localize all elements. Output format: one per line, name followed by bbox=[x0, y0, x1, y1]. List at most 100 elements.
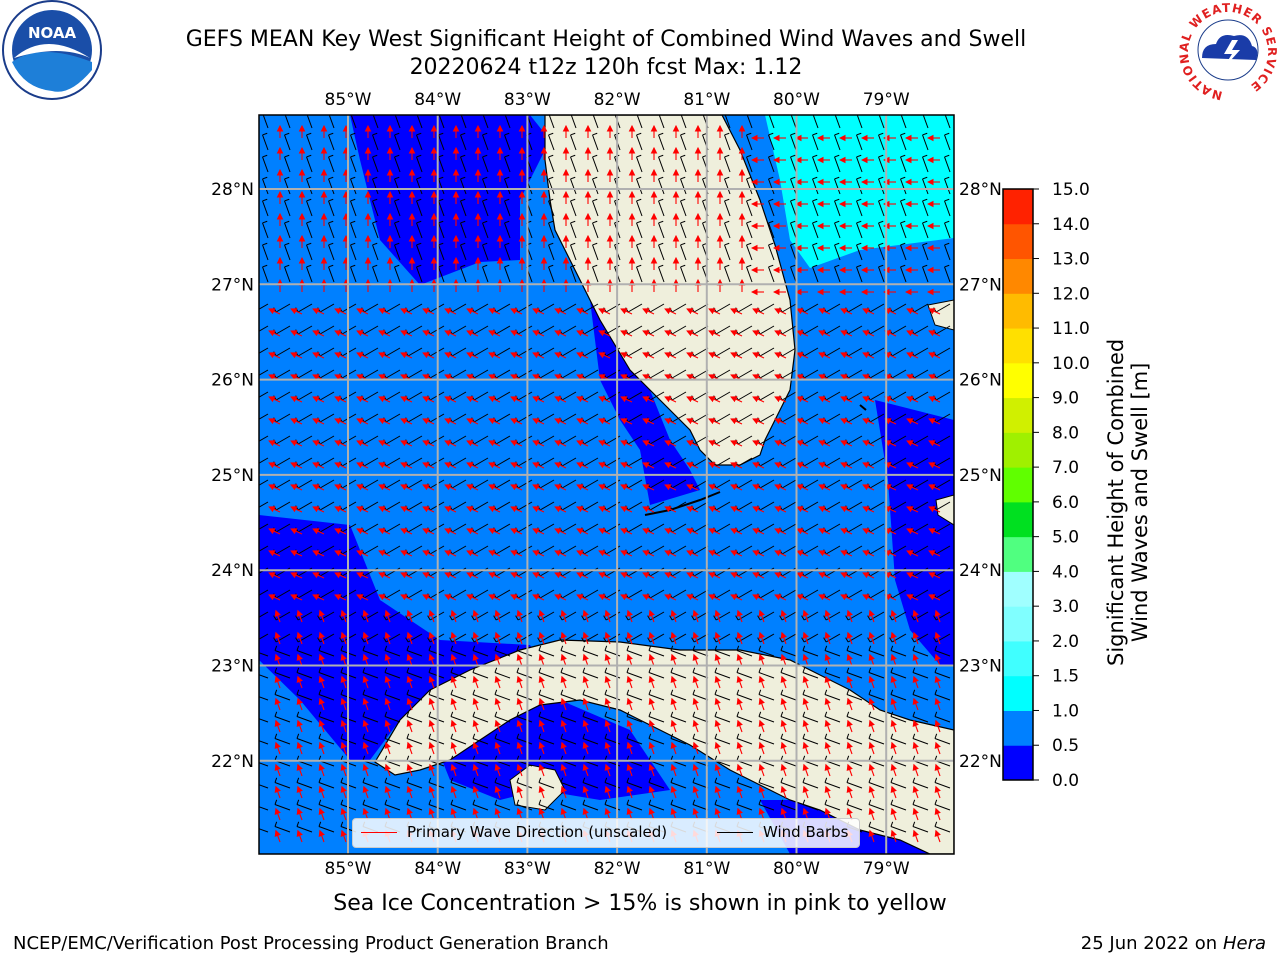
wind-barb bbox=[362, 804, 379, 811]
wind-barb bbox=[693, 303, 709, 313]
wave-arrow bbox=[664, 396, 677, 403]
wind-barb bbox=[913, 523, 929, 533]
wind-barb bbox=[693, 391, 709, 401]
wind-barb bbox=[846, 694, 863, 701]
wave-arrow bbox=[686, 330, 699, 337]
wind-barb bbox=[715, 435, 731, 445]
wave-arrow bbox=[840, 396, 853, 403]
wind-barb bbox=[627, 457, 643, 467]
wind-barb bbox=[407, 479, 423, 489]
wind-barb bbox=[692, 716, 709, 723]
wind-barb bbox=[922, 222, 929, 239]
wave-arrow bbox=[598, 418, 611, 425]
colorbar-tick-label: 7.0 bbox=[1052, 458, 1079, 478]
wind-barb bbox=[385, 589, 401, 599]
wave-arrow bbox=[906, 440, 919, 447]
wind-barb bbox=[913, 391, 929, 401]
wind-barb bbox=[296, 694, 313, 701]
wave-arrow bbox=[554, 418, 567, 425]
wind-barb bbox=[781, 523, 797, 533]
wave-arrow bbox=[796, 528, 809, 535]
wind-barb bbox=[407, 325, 423, 335]
wind-barb bbox=[538, 650, 555, 657]
wind-barb bbox=[724, 178, 731, 195]
wind-barb bbox=[592, 200, 599, 217]
lat-label-left: 22°N bbox=[211, 752, 254, 772]
wind-barb bbox=[671, 523, 687, 533]
wind-barb bbox=[891, 501, 907, 511]
wave-arrow bbox=[378, 528, 391, 535]
wind-barb bbox=[561, 325, 577, 335]
wave-arrow bbox=[466, 352, 479, 359]
wave-arrow bbox=[774, 330, 787, 337]
wind-barb bbox=[494, 672, 511, 679]
wind-barb bbox=[494, 782, 511, 789]
wind-barb bbox=[759, 589, 775, 599]
wind-barb bbox=[473, 391, 489, 401]
wind-barb bbox=[363, 479, 379, 489]
wind-barb bbox=[780, 672, 797, 679]
wind-barb bbox=[363, 369, 379, 379]
wave-arrow bbox=[268, 528, 281, 535]
wind-barb bbox=[627, 501, 643, 511]
wind-barb bbox=[671, 479, 687, 489]
wind-barb bbox=[922, 178, 929, 195]
wave-arrow bbox=[840, 484, 853, 491]
wind-barb bbox=[746, 244, 753, 261]
wave-arrow bbox=[334, 462, 347, 469]
wind-barb bbox=[560, 650, 577, 657]
wave-arrow bbox=[752, 528, 765, 535]
wind-barb bbox=[912, 782, 929, 789]
wind-barb bbox=[768, 134, 775, 151]
wind-barb bbox=[495, 325, 511, 335]
colorbar-segment bbox=[1003, 328, 1033, 364]
wind-barb bbox=[319, 347, 335, 357]
wave-arrow bbox=[708, 308, 721, 315]
wind-barb bbox=[319, 523, 335, 533]
wind-barb bbox=[803, 303, 819, 313]
wind-barb bbox=[693, 589, 709, 599]
wind-barb bbox=[846, 804, 863, 811]
wind-barb bbox=[259, 435, 269, 442]
wind-barb bbox=[582, 694, 599, 701]
wind-barb bbox=[482, 178, 489, 195]
wind-barb bbox=[406, 694, 423, 701]
wind-barb bbox=[451, 501, 467, 511]
wave-arrow bbox=[576, 330, 589, 337]
wind-barb bbox=[517, 391, 533, 401]
wave-arrow bbox=[730, 484, 743, 491]
wave-arrow bbox=[312, 396, 325, 403]
wave-arrow bbox=[774, 396, 787, 403]
wind-barb bbox=[516, 738, 533, 745]
wave-arrow bbox=[840, 330, 853, 337]
lon-label-top: 82°W bbox=[594, 90, 641, 110]
wave-arrow bbox=[576, 418, 589, 425]
wind-barb bbox=[758, 716, 775, 723]
wind-barb bbox=[803, 413, 819, 423]
wave-arrow bbox=[774, 506, 787, 513]
wind-barb bbox=[693, 457, 709, 467]
wind-barb bbox=[649, 457, 665, 467]
wave-arrow bbox=[400, 528, 413, 535]
wind-barb bbox=[737, 435, 753, 445]
wind-barb bbox=[504, 200, 511, 217]
wind-barb bbox=[912, 650, 929, 657]
wind-barb bbox=[306, 222, 313, 239]
wind-barb bbox=[737, 347, 753, 357]
wind-barb bbox=[670, 716, 687, 723]
wind-barb bbox=[781, 479, 797, 489]
wind-barb bbox=[319, 435, 335, 445]
wind-barb bbox=[912, 672, 929, 679]
wind-barb bbox=[781, 545, 797, 555]
wind-barb bbox=[781, 347, 797, 357]
wind-barb bbox=[296, 650, 313, 657]
wind-barb bbox=[494, 716, 511, 723]
wave-arrow bbox=[356, 352, 369, 359]
wind-barb bbox=[737, 457, 753, 467]
wave-arrow bbox=[466, 418, 479, 425]
wind-barb bbox=[319, 589, 335, 599]
wind-barb bbox=[561, 589, 577, 599]
wind-barb bbox=[825, 435, 841, 445]
wave-arrow bbox=[862, 440, 875, 447]
wind-barb bbox=[869, 545, 885, 555]
